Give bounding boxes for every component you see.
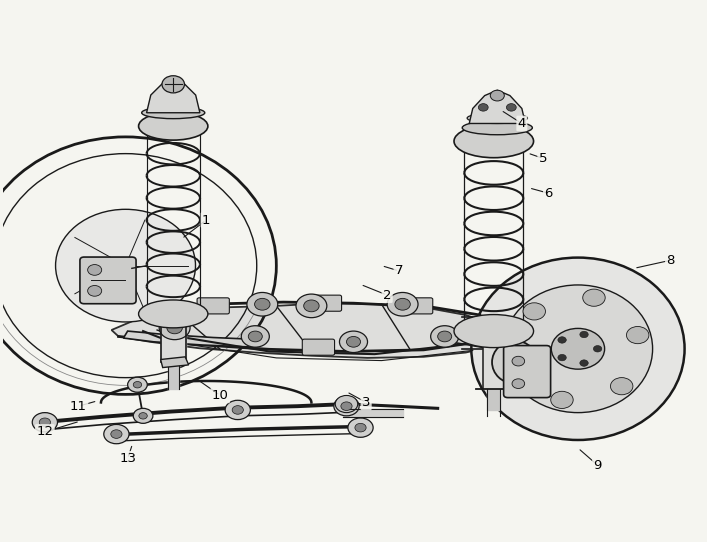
Ellipse shape	[56, 209, 196, 322]
Circle shape	[355, 423, 366, 432]
Circle shape	[248, 331, 262, 342]
Ellipse shape	[467, 113, 527, 124]
Polygon shape	[436, 331, 493, 349]
Circle shape	[551, 328, 604, 369]
Circle shape	[395, 298, 410, 310]
Circle shape	[580, 360, 588, 366]
Text: 10: 10	[212, 389, 228, 402]
Circle shape	[346, 337, 361, 347]
Text: 6: 6	[544, 186, 553, 199]
Text: 4: 4	[518, 117, 526, 130]
Circle shape	[232, 405, 243, 414]
FancyBboxPatch shape	[303, 339, 334, 355]
Circle shape	[88, 286, 102, 296]
Ellipse shape	[141, 107, 205, 119]
Circle shape	[159, 316, 190, 340]
Circle shape	[133, 382, 141, 388]
Polygon shape	[124, 331, 262, 347]
Circle shape	[610, 378, 633, 395]
Ellipse shape	[139, 112, 208, 140]
Text: 3: 3	[362, 396, 370, 409]
Text: 13: 13	[119, 452, 136, 465]
Circle shape	[296, 294, 327, 318]
Polygon shape	[160, 357, 189, 367]
Circle shape	[111, 430, 122, 438]
Circle shape	[40, 418, 50, 427]
Ellipse shape	[492, 341, 537, 384]
Ellipse shape	[462, 121, 532, 135]
Circle shape	[438, 331, 452, 342]
Circle shape	[139, 412, 147, 419]
Circle shape	[128, 377, 147, 392]
Circle shape	[334, 397, 359, 416]
Circle shape	[551, 391, 573, 409]
Circle shape	[241, 326, 269, 347]
Circle shape	[506, 104, 516, 111]
Circle shape	[133, 408, 153, 423]
Circle shape	[167, 322, 182, 334]
Circle shape	[33, 412, 57, 432]
Ellipse shape	[454, 314, 534, 347]
Text: 1: 1	[202, 214, 211, 227]
Circle shape	[626, 326, 649, 344]
Circle shape	[479, 104, 488, 111]
Text: 5: 5	[539, 152, 547, 165]
Circle shape	[593, 346, 602, 352]
Circle shape	[523, 303, 546, 320]
Text: 8: 8	[667, 254, 674, 267]
Circle shape	[255, 298, 270, 310]
Polygon shape	[112, 303, 501, 358]
Circle shape	[490, 90, 504, 101]
Polygon shape	[469, 90, 525, 124]
FancyBboxPatch shape	[400, 298, 433, 314]
Circle shape	[580, 331, 588, 338]
Ellipse shape	[472, 257, 684, 440]
Text: 2: 2	[383, 289, 392, 302]
Text: 12: 12	[36, 425, 53, 438]
Ellipse shape	[454, 125, 534, 158]
Circle shape	[387, 293, 418, 316]
Text: 7: 7	[395, 264, 404, 278]
Circle shape	[225, 401, 250, 420]
Circle shape	[431, 326, 459, 347]
Circle shape	[512, 379, 525, 389]
Circle shape	[162, 76, 185, 93]
Circle shape	[341, 402, 352, 410]
Circle shape	[104, 424, 129, 444]
Circle shape	[88, 264, 102, 275]
Ellipse shape	[139, 300, 208, 328]
FancyBboxPatch shape	[309, 295, 341, 311]
Circle shape	[348, 418, 373, 437]
Circle shape	[304, 300, 319, 312]
Circle shape	[247, 293, 278, 316]
FancyBboxPatch shape	[197, 298, 229, 314]
FancyBboxPatch shape	[503, 346, 551, 398]
Circle shape	[507, 354, 530, 371]
Circle shape	[558, 354, 566, 361]
Circle shape	[512, 356, 525, 366]
Text: 9: 9	[593, 459, 602, 472]
Ellipse shape	[503, 285, 653, 412]
Circle shape	[583, 289, 605, 306]
Circle shape	[339, 331, 368, 352]
Circle shape	[558, 337, 566, 343]
FancyBboxPatch shape	[80, 257, 136, 304]
Text: 11: 11	[70, 399, 87, 412]
Circle shape	[335, 396, 358, 412]
Polygon shape	[146, 79, 200, 113]
